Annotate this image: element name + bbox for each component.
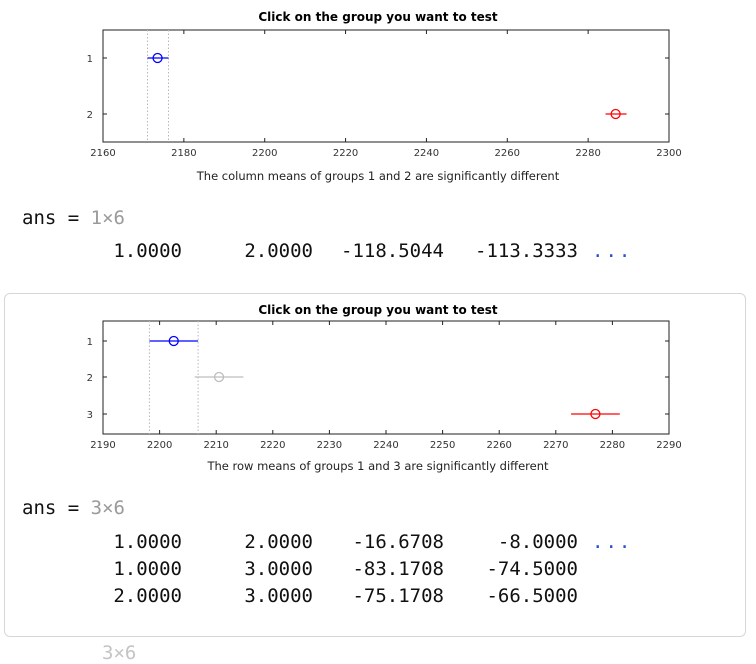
multcompare-figure-2[interactable]: Click on the group you want to test 2190… [0, 293, 756, 483]
ans-1-more-columns-link[interactable]: ... [592, 240, 633, 262]
ans-2-more-columns-link[interactable]: ... [592, 531, 633, 553]
figure-1-title: Click on the group you want to test [258, 10, 498, 24]
x-tick-label: 2240 [373, 440, 398, 451]
ans-1-cell: 1.0000 [113, 240, 182, 262]
x-tick-label: 2280 [575, 148, 600, 159]
cutoff-dims: 3×6 [102, 642, 137, 664]
figure-1-xlabel: The column means of groups 1 and 2 are s… [196, 169, 560, 183]
ans-2-cell: 3.0000 [244, 558, 313, 580]
figure-2-xlabel: The row means of groups 1 and 3 are sign… [207, 459, 549, 473]
ans-1-cell: 2.0000 [244, 240, 313, 262]
multcompare-figure-1[interactable]: Click on the group you want to test 2160… [0, 0, 756, 190]
x-tick-label: 2290 [656, 440, 681, 451]
x-tick-label: 2230 [317, 440, 342, 451]
ans-1-cell: -113.3333 [475, 240, 578, 262]
x-tick-label: 2220 [333, 148, 358, 159]
ans-2-cell: -66.5000 [486, 585, 578, 607]
ans-2-header: ans = 3×6 [22, 497, 125, 519]
ans-1-cell: -118.5044 [341, 240, 444, 262]
ans-2-cell: -83.1708 [352, 558, 444, 580]
x-tick-label: 2200 [252, 148, 277, 159]
figure-1-plot[interactable]: 2160 2180 2200 2220 2240 2260 2280 2300 1 2 [0, 0, 756, 190]
ans-2-cell: -16.6708 [352, 531, 444, 553]
x-tick-label: 2180 [171, 148, 196, 159]
figure-2-plot[interactable]: 2190 2200 2210 2220 2230 2240 2250 2260 2270 2280… [0, 293, 756, 483]
axes-frame [102, 320, 670, 435]
ans-2-cell: 3.0000 [244, 585, 313, 607]
y-tick-label: 3 [87, 410, 93, 421]
y-tick-label: 1 [87, 337, 93, 348]
axes-frame [102, 29, 670, 143]
ans-1-dims: 1×6 [90, 207, 125, 229]
group-2-mean-marker [213, 371, 225, 383]
ans-1-header: ans = 1×6 [22, 207, 125, 229]
figure-2-title: Click on the group you want to test [258, 303, 498, 317]
x-tick-label: 2210 [203, 440, 228, 451]
ans-2-cell: 2.0000 [244, 531, 313, 553]
group-3-mean-marker [590, 408, 601, 420]
x-tick-label: 2260 [495, 148, 520, 159]
group-1-mean-marker [168, 335, 179, 347]
ans-2-cell: 1.0000 [113, 531, 182, 553]
ans-2-cell: -75.1708 [352, 585, 444, 607]
ans-2-cell: -8.0000 [497, 531, 578, 553]
x-tick-label: 2200 [147, 440, 172, 451]
x-tick-label: 2160 [90, 148, 115, 159]
x-tick-label: 2280 [600, 440, 625, 451]
x-tick-label: 2270 [543, 440, 568, 451]
x-tick-label: 2240 [414, 148, 439, 159]
x-tick-label: 2190 [90, 440, 115, 451]
ans-2-cell: 1.0000 [113, 558, 182, 580]
ans-2-label: ans = [22, 497, 91, 519]
group-1-mean-marker [152, 52, 163, 64]
x-tick-label: 2260 [486, 440, 511, 451]
x-tick-label: 2300 [656, 148, 681, 159]
ans-2-dims: 3×6 [90, 497, 125, 519]
group-2-mean-marker [610, 108, 621, 120]
y-tick-label: 2 [87, 110, 93, 121]
y-tick-label: 2 [87, 373, 93, 384]
x-tick-label: 2250 [430, 440, 455, 451]
ans-2-cell: 2.0000 [113, 585, 182, 607]
ans-1-label: ans = [22, 207, 91, 229]
x-tick-label: 2220 [260, 440, 285, 451]
ans-2-cell: -74.5000 [486, 558, 578, 580]
y-tick-label: 1 [87, 54, 93, 65]
